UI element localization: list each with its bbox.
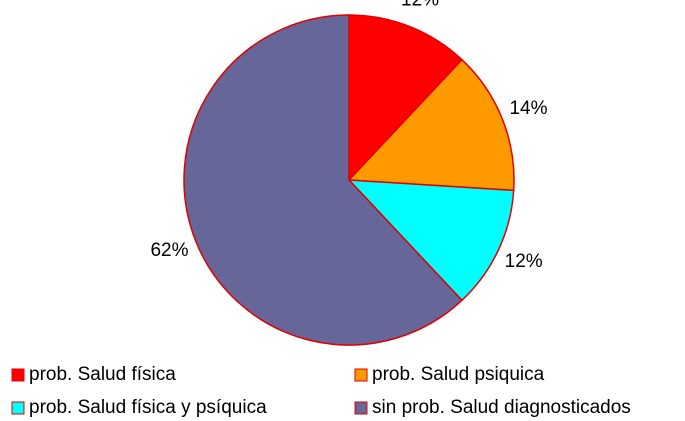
data-label: 12%: [505, 251, 543, 272]
legend-swatch: [11, 401, 25, 415]
legend-label: sin prob. Salud diagnosticados: [372, 397, 631, 418]
legend-swatch: [354, 401, 368, 415]
legend-swatch: [11, 368, 25, 382]
pie-slice: [347, 58, 515, 192]
legend-label: prob. Salud física y psíquica: [29, 397, 267, 418]
legend-swatch: [354, 368, 368, 382]
pie-slice: [183, 14, 464, 346]
data-label: 14%: [509, 98, 547, 119]
pie-slice: [347, 179, 515, 302]
data-label: 12%: [401, 0, 439, 11]
legend-label: prob. Salud física: [29, 364, 176, 385]
legend-label: prob. Salud psiquica: [372, 364, 545, 385]
pie-slice: [348, 14, 464, 182]
data-label: 62%: [150, 240, 188, 261]
